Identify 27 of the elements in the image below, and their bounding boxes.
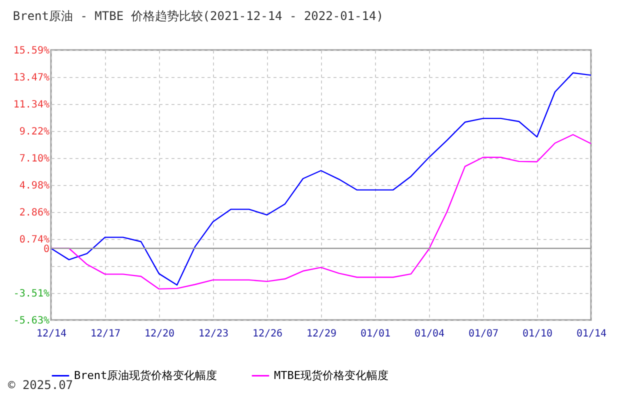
y-tick-label: 0.74% [19, 234, 50, 246]
legend-label: Brent原油现货价格变化幅度 [74, 368, 218, 382]
y-tick-label: 0 [43, 244, 50, 255]
chart-title: Brent原油 - MTBE 价格趋势比较(2021-12-14 - 2022-01-14) [12, 9, 384, 23]
x-tick-label: 12/14 [36, 328, 67, 340]
y-tick-label: 13.47% [13, 72, 50, 84]
y-tick-label: 15.59% [13, 46, 50, 56]
x-tick-label: 01/04 [414, 328, 445, 340]
x-tick-label: 01/14 [576, 328, 607, 340]
x-tick-label: 01/01 [360, 328, 391, 340]
y-tick-label: -3.51% [13, 288, 50, 300]
x-tick-label: 12/17 [90, 328, 121, 340]
y-tick-label: 2.86% [19, 207, 50, 218]
x-tick-label: 01/10 [522, 328, 553, 340]
y-tick-label: -5.63% [13, 316, 50, 326]
text: © 2025.07 [8, 378, 74, 392]
y-tick-label: 9.22% [19, 126, 50, 138]
y-tick-label: 4.98% [19, 180, 50, 192]
y-tick-label: 7.10% [19, 154, 50, 165]
x-tick-label: 12/20 [144, 328, 175, 340]
x-tick-label: 12/26 [252, 328, 283, 340]
line-series [50, 72, 592, 286]
legend-label: MTBE现货价格变化幅度 [274, 368, 388, 382]
x-tick-label: 12/29 [306, 328, 337, 340]
x-tick-label: 12/23 [198, 328, 229, 340]
y-tick-label: 11.34% [13, 100, 50, 111]
x-tick-label: 01/07 [468, 328, 499, 340]
